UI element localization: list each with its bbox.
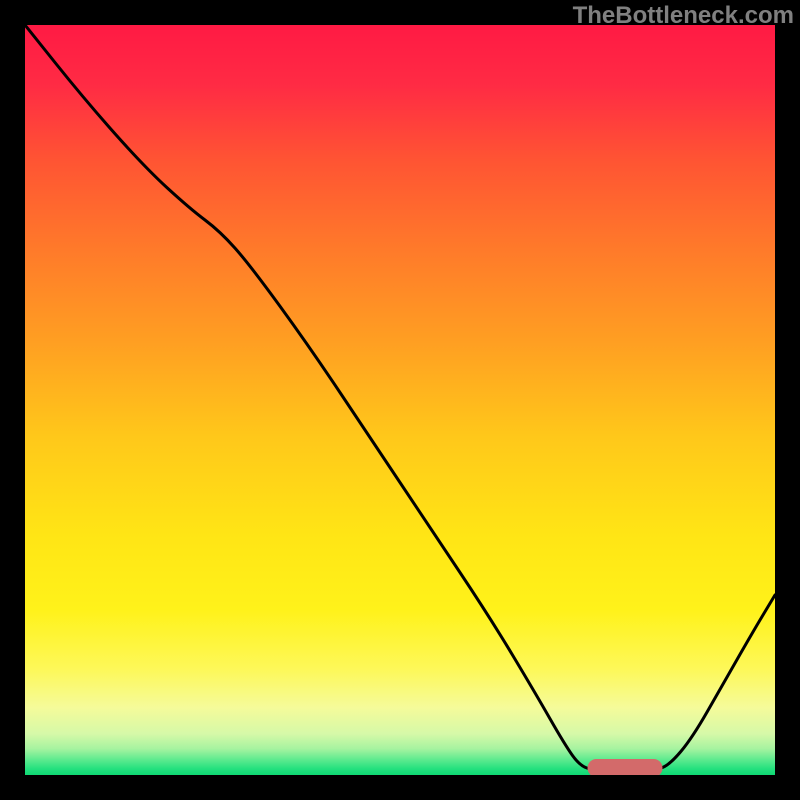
- bottleneck-curve: [25, 25, 775, 775]
- plot-area: [25, 25, 775, 775]
- optimal-range-marker: [588, 759, 663, 776]
- watermark-text: TheBottleneck.com: [573, 2, 794, 30]
- root: TheBottleneck.com: [0, 0, 800, 800]
- plot-frame: [25, 25, 775, 775]
